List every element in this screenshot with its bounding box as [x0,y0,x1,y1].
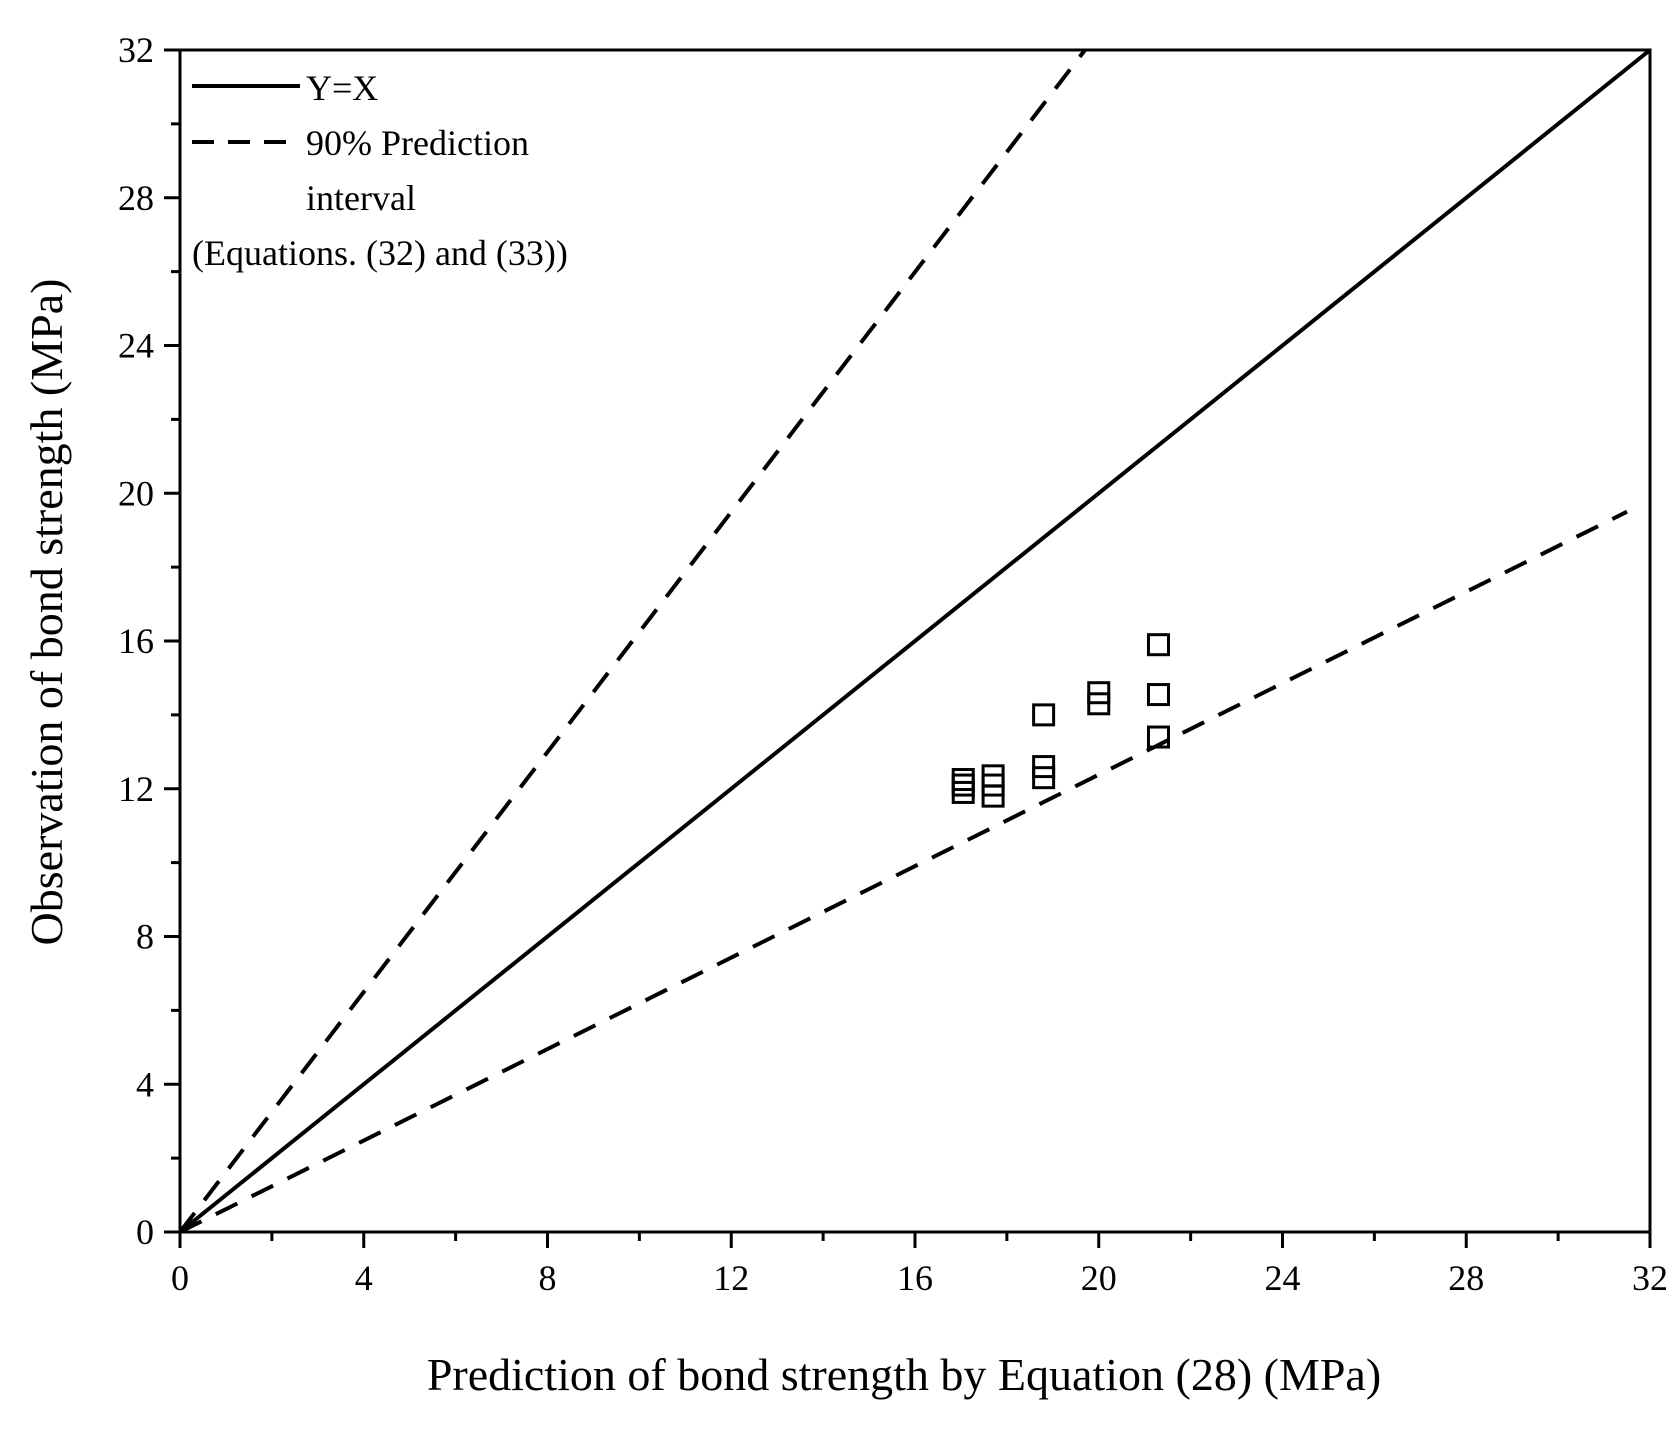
y-tick-label: 4 [136,1064,154,1104]
data-point-square [1087,681,1111,705]
data-point-square [1146,683,1170,707]
prediction-interval-line [178,48,1087,1234]
x-tick-label: 8 [539,1258,557,1298]
y-tick-label: 0 [136,1212,154,1252]
x-tick-label: 32 [1632,1258,1668,1298]
legend-label-interval: interval [306,178,416,218]
data-point-square [951,780,975,804]
y-equals-x-line [178,48,1652,1234]
x-axis-title: Prediction of bond strength by Equation … [427,1349,1381,1400]
x-tick-label: 24 [1265,1258,1301,1298]
data-point-square [1146,725,1170,749]
x-tick-label: 12 [713,1258,749,1298]
x-tick-label: 28 [1448,1258,1484,1298]
y-tick-label: 32 [118,30,154,70]
data-point-square [1146,633,1170,657]
y-tick-label: 12 [118,769,154,809]
data-point-square [951,768,975,792]
y-tick-labels: 0 4 8 12 16 20 24 28 32 [118,30,154,1252]
prediction-interval-line [179,509,1628,1234]
legend-label-equations: (Equations. (32) and (33)) [192,233,568,273]
legend-label-prediction-interval: 90% Prediction [306,123,529,163]
y-tick-label: 24 [118,326,154,366]
y-tick-label: 8 [136,917,154,957]
axis-ticks [164,48,1652,1248]
data-markers [951,633,1170,808]
x-tick-label: 16 [897,1258,933,1298]
data-point-square [1032,755,1056,779]
y-tick-label: 16 [118,621,154,661]
data-point-square [981,764,1005,788]
legend-label-y-equals-x: Y=X [306,68,378,108]
x-tick-labels: 0 4 8 12 16 20 24 28 32 [171,1258,1668,1298]
x-tick-label: 20 [1081,1258,1117,1298]
data-point-square [1032,703,1056,727]
plot-lines [178,48,1652,1234]
x-tick-label: 4 [355,1258,373,1298]
y-tick-label: 28 [118,178,154,218]
legend: Y=X 90% Prediction interval (Equations. … [192,68,568,273]
data-point-square [951,773,975,797]
y-axis-title: Observation of bond strength (MPa) [21,279,72,946]
y-tick-label: 20 [118,473,154,513]
x-tick-label: 0 [171,1258,189,1298]
